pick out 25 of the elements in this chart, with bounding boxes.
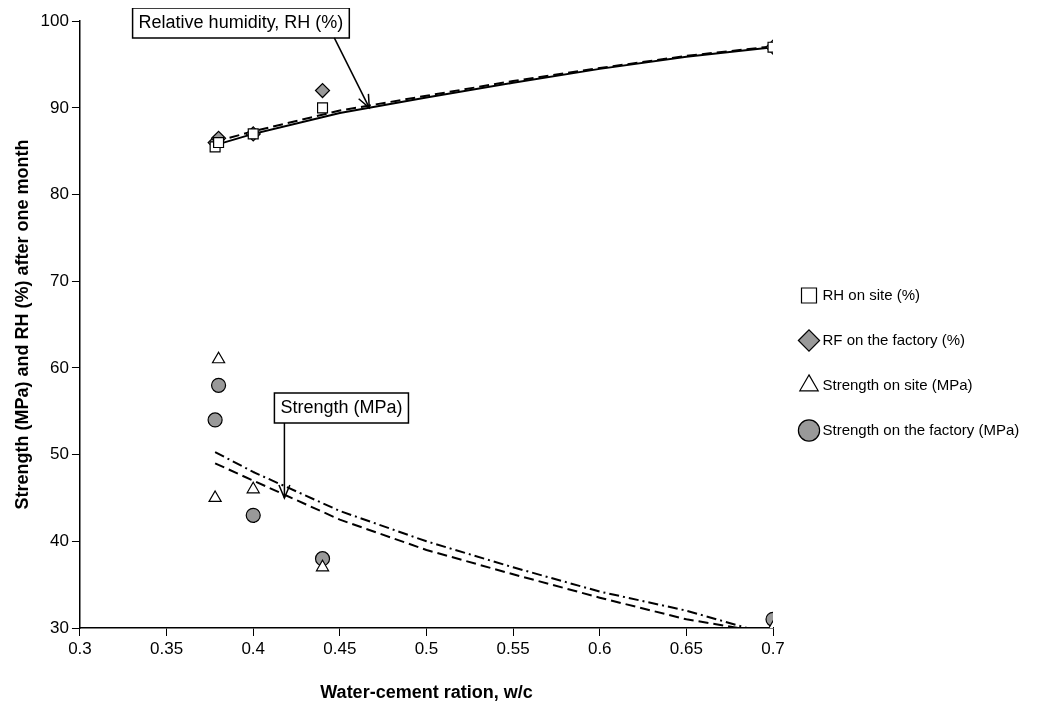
y-tick-label: 40 — [50, 531, 69, 550]
x-tick-label: 0.4 — [241, 638, 266, 658]
y-tick-label: 90 — [50, 97, 69, 117]
x-tick-label: 0.7 — [761, 638, 785, 658]
x-axis-title: Water-cement ration, w/c — [320, 682, 533, 703]
legend-label: RH on site (%) — [822, 285, 921, 303]
legend-label: Strength on the factory (MPa) — [822, 420, 1020, 438]
x-tick-label: 0.45 — [323, 638, 357, 658]
legend-label: RF on the factory (%) — [822, 330, 966, 348]
x-tick-label: 0.3 — [68, 638, 92, 658]
x-tick-label: 0.5 — [414, 638, 439, 658]
x-tick-label: 0.6 — [587, 638, 612, 658]
x-tick-label: 0.65 — [669, 638, 703, 658]
y-tick-label: 30 — [50, 617, 69, 637]
y-tick-label: 50 — [50, 444, 69, 464]
x-tick-label: 0.55 — [496, 638, 530, 658]
x-tick-label: 0.35 — [150, 638, 184, 658]
y-tick-label: 70 — [50, 270, 69, 290]
annotation: Relative humidity, RH (%) — [138, 11, 344, 32]
y-tick-label: 60 — [50, 357, 69, 377]
y-tick-label: 100 — [40, 10, 69, 30]
annotation: Strength (MPa) — [280, 396, 403, 417]
y-axis-title: Strength (MPa) and RH (%) after one month — [11, 139, 32, 510]
legend-label: Strength on site (MPa) — [822, 375, 973, 393]
y-tick-label: 80 — [50, 184, 69, 204]
